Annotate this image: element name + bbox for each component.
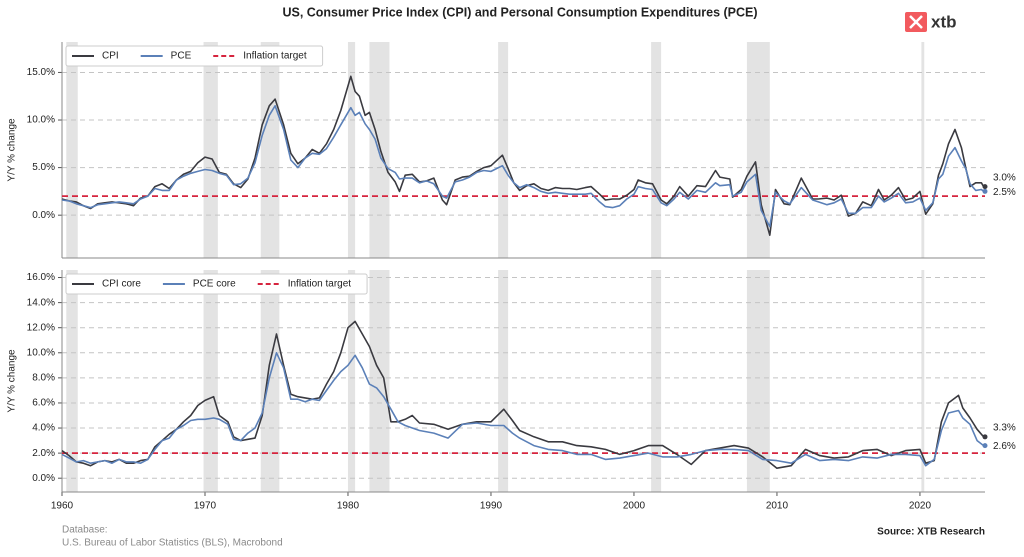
end-marker (982, 184, 988, 190)
footer-database-source: U.S. Bureau of Labor Statistics (BLS), M… (62, 538, 283, 549)
legend-label: Inflation target (288, 279, 352, 290)
x-tick-label: 1970 (194, 501, 217, 512)
chart: 0.0% 5.0% 10.0% 15.0% Y/Y % change 3.0% 2.5% CP… (7, 42, 1016, 259)
end-marker (982, 434, 988, 440)
recession-band (369, 270, 390, 492)
x-tick-label: 1960 (51, 501, 74, 512)
page-title: US, Consumer Price Index (CPI) and Perso… (282, 5, 757, 19)
y-tick-label: 5.0% (32, 162, 55, 173)
recession-band (651, 42, 662, 258)
recession-band (347, 42, 356, 258)
recession-band (746, 270, 770, 492)
footer-database: Database: (62, 525, 108, 536)
footer-source: Source: XTB Research (877, 527, 985, 538)
end-label: 3.0% (993, 172, 1016, 183)
recession-band (203, 42, 218, 258)
recession-band (260, 42, 280, 258)
legend-box (65, 273, 368, 295)
legend: CPI PCE Inflation target (65, 45, 324, 67)
logo-icon-x (909, 15, 923, 29)
y-tick-label: 6.0% (32, 398, 55, 409)
y-axis-label: Y/Y % change (7, 349, 18, 413)
legend: CPI core PCE core Inflation target (65, 273, 368, 295)
end-label: 3.3% (993, 422, 1016, 433)
recession-band (921, 42, 925, 258)
series-line (61, 352, 985, 467)
y-tick-label: 14.0% (27, 297, 55, 308)
end-label: 2.5% (993, 187, 1016, 198)
logo-text: xtb (931, 12, 957, 31)
x-tick-label: 2000 (623, 501, 646, 512)
recession-band (260, 270, 280, 492)
y-tick-label: 15.0% (27, 67, 55, 78)
series-line (61, 105, 985, 228)
recession-band (746, 42, 770, 258)
legend-label: CPI (102, 51, 119, 62)
recession-band (651, 270, 662, 492)
legend-label: PCE (171, 51, 192, 62)
x-tick-label: 1980 (337, 501, 360, 512)
recession-band (498, 270, 509, 492)
end-marker (982, 443, 988, 449)
legend-label: Inflation target (243, 51, 307, 62)
recession-band (66, 42, 78, 258)
y-tick-label: 4.0% (32, 423, 55, 434)
recession-band (921, 270, 925, 492)
recession-band (203, 270, 218, 492)
y-tick-label: 16.0% (27, 272, 55, 283)
recession-band (498, 42, 509, 258)
x-tick-label: 2010 (766, 501, 789, 512)
recession-band (369, 42, 390, 258)
y-tick-label: 8.0% (32, 373, 55, 384)
x-tick-label: 1990 (480, 501, 503, 512)
y-tick-label: 0.0% (32, 473, 55, 484)
end-marker (982, 188, 988, 194)
y-tick-label: 0.0% (32, 210, 55, 221)
series-line (61, 320, 985, 469)
y-tick-label: 12.0% (27, 322, 55, 333)
y-axis-label: Y/Y % change (7, 118, 18, 182)
y-tick-label: 10.0% (27, 347, 55, 358)
y-tick-label: 2.0% (32, 448, 55, 459)
x-tick-label: 2020 (909, 501, 932, 512)
y-tick-label: 10.0% (27, 115, 55, 126)
series-line (61, 75, 985, 236)
logo: xtb (905, 12, 957, 32)
legend-label: CPI core (102, 279, 141, 290)
recession-band (66, 270, 78, 492)
chart: 0.0% 2.0% 4.0% 6.0% 8.0% 10.0% 12.0% 14.0% 16.0%… (7, 270, 1016, 512)
recession-band (347, 270, 356, 492)
legend-label: PCE core (193, 279, 236, 290)
legend-box (65, 45, 324, 67)
end-label: 2.6% (993, 441, 1016, 452)
